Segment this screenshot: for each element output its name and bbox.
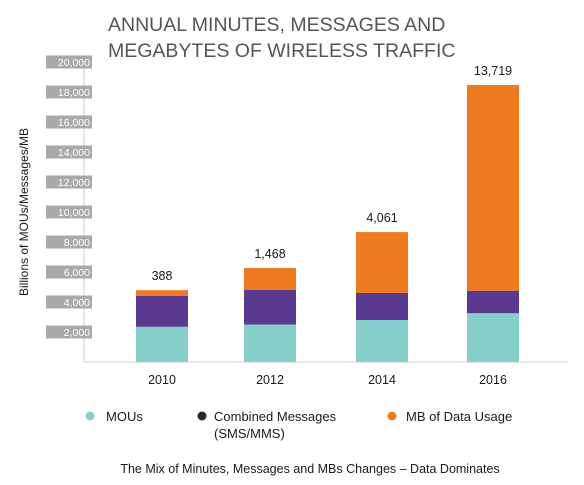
legend-label-messages: Combined Messages (SMS/MMS) (214, 409, 340, 441)
y-tick-label: 10,000 (58, 207, 90, 219)
legend-label-data: MB of Data Usage (406, 409, 512, 424)
chart-title: ANNUAL MINUTES, MESSAGES AND MEGABYTES O… (108, 14, 455, 62)
x-tick-label: 2014 (368, 373, 396, 387)
y-tick-tab (46, 55, 92, 69)
y-tick: 4,000 (46, 295, 92, 309)
y-tick: 18,000 (46, 85, 92, 99)
x-tick-label: 2016 (479, 373, 507, 387)
y-tick: 16,000 (46, 115, 92, 129)
y-tick-label: 20,000 (58, 57, 90, 69)
y-tick: 8,000 (46, 235, 92, 249)
y-tick-label: 4,000 (64, 297, 90, 309)
y-tick-label: 16,000 (58, 117, 90, 129)
legend-label-mous: MOUs (106, 409, 143, 424)
bars (136, 84, 519, 362)
bar-segment (244, 324, 296, 362)
bar-segment (136, 326, 188, 362)
y-tick-label: 14,000 (58, 147, 90, 159)
y-tick-label: 18,000 (58, 87, 90, 99)
legend-marker-mous (85, 411, 95, 421)
y-tick-tab (46, 145, 92, 159)
x-tick-label: 2010 (148, 373, 176, 387)
bar-segment (136, 296, 188, 327)
data-label: 1,468 (254, 247, 285, 261)
chart-footer: The Mix of Minutes, Messages and MBs Cha… (120, 462, 499, 476)
x-axis-ticks: 2010 2012 2014 2016 (148, 373, 507, 387)
legend-marker-data (387, 411, 397, 421)
y-tick-tab (46, 205, 92, 219)
legend: MOUs Combined Messages (SMS/MMS) MB of D… (85, 409, 512, 441)
y-tick-tab (46, 235, 92, 249)
y-tick-tab (46, 115, 92, 129)
y-tick-label: 2,000 (64, 327, 90, 339)
data-label: 388 (152, 269, 173, 283)
bar-segment (136, 290, 188, 296)
legend-marker-messages (197, 411, 207, 421)
y-tick-label: 8,000 (64, 237, 90, 249)
y-tick-label: 12,000 (58, 177, 90, 189)
y-tick: 6,000 (46, 265, 92, 279)
x-tick-label: 2012 (256, 373, 284, 387)
y-tick-tab (46, 85, 92, 99)
y-tick: 14,000 (46, 145, 92, 159)
y-tick: 10,000 (46, 205, 92, 219)
bar-segment (356, 232, 408, 293)
bar-segment (356, 320, 408, 362)
bar-segment (467, 290, 519, 314)
data-label: 13,719 (474, 64, 512, 78)
bar-segment (244, 290, 296, 325)
data-labels: 388 1,468 4,061 13,719 (152, 64, 513, 283)
bar-segment (356, 293, 408, 320)
y-axis-ticks: 20,000 18,000 16,000 14,000 12,000 10,000 8,00… (46, 55, 92, 339)
y-tick-tab (46, 325, 92, 339)
y-tick-label: 6,000 (64, 267, 90, 279)
y-tick-tab (46, 175, 92, 189)
y-tick: 12,000 (46, 175, 92, 189)
y-tick: 2,000 (46, 325, 92, 339)
y-axis-label: Billions of MOUs/Messages/MB (17, 128, 31, 296)
chart-title-line-1: ANNUAL MINUTES, MESSAGES AND (108, 14, 445, 36)
y-tick: 20,000 (46, 55, 92, 69)
bar-segment (467, 313, 519, 362)
bar-segment (467, 84, 519, 291)
chart-title-line-2: MEGABYTES OF WIRELESS TRAFFIC (108, 40, 455, 62)
data-label: 4,061 (366, 211, 397, 225)
bar-segment (244, 267, 296, 290)
y-tick-tab (46, 265, 92, 279)
y-tick-tab (46, 295, 92, 309)
